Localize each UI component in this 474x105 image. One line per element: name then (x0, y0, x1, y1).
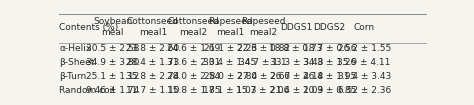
Text: 15.8 ± 1.85: 15.8 ± 1.85 (166, 86, 220, 95)
Text: β-Turn: β-Turn (59, 72, 86, 81)
Text: 28.0 ± 2.84: 28.0 ± 2.84 (203, 72, 256, 81)
Text: 31.4 ± 3.43: 31.4 ± 3.43 (337, 72, 391, 81)
Text: β-Sheet: β-Sheet (59, 58, 95, 67)
Text: α-Helix: α-Helix (59, 45, 91, 53)
Text: Contents (%): Contents (%) (59, 23, 118, 32)
Text: 34.9 ± 3.80: 34.9 ± 3.80 (86, 58, 139, 67)
Text: 9.46 ± 1.74: 9.46 ± 1.74 (86, 86, 139, 95)
Text: 18.7 ± 0.56: 18.7 ± 0.56 (302, 45, 356, 53)
Text: 33.3 ± 3.48: 33.3 ± 3.48 (270, 58, 323, 67)
Text: DDGS1: DDGS1 (280, 23, 312, 32)
Text: 30.5 ± 2.58: 30.5 ± 2.58 (86, 45, 139, 53)
Text: 23.8 ± 2.60: 23.8 ± 2.60 (126, 45, 180, 53)
Text: 21.1 ± 2.23: 21.1 ± 2.23 (203, 45, 256, 53)
Text: 28.4 ± 1.73: 28.4 ± 1.73 (126, 58, 180, 67)
Text: 18.8 ± 0.73: 18.8 ± 0.73 (269, 45, 323, 53)
Text: Cottonseed
meal1: Cottonseed meal1 (127, 17, 179, 37)
Text: 28.0 ± 2.54: 28.0 ± 2.54 (167, 72, 220, 81)
Text: 35.9 ± 4.11: 35.9 ± 4.11 (337, 58, 391, 67)
Text: 6.52 ± 2.36: 6.52 ± 2.36 (337, 86, 391, 95)
Text: 25.1 ± 1.12: 25.1 ± 1.12 (86, 72, 139, 81)
Text: 15.7 ± 2.06: 15.7 ± 2.06 (237, 86, 290, 95)
Text: 24.6 ± 1.69: 24.6 ± 1.69 (167, 45, 220, 53)
Text: 34.7 ± 1.1: 34.7 ± 1.1 (239, 58, 287, 67)
Text: 31.6 ± 2.01: 31.6 ± 2.01 (167, 58, 220, 67)
Text: 34.3 ± 1.26: 34.3 ± 1.26 (302, 58, 356, 67)
Text: Rapeseed
meal1: Rapeseed meal1 (208, 17, 252, 37)
Text: 26.6 ± 4.18: 26.6 ± 4.18 (270, 72, 323, 81)
Text: 27.0 ± 2.67: 27.0 ± 2.67 (237, 72, 290, 81)
Text: 26.4 ± 1.95: 26.4 ± 1.95 (302, 72, 356, 81)
Text: 22.6 ± 0.82: 22.6 ± 0.82 (237, 45, 290, 53)
Text: 20.3 ± 0.85: 20.3 ± 0.85 (302, 86, 356, 95)
Text: Rapeseed
meal2: Rapeseed meal2 (241, 17, 285, 37)
Text: 33.4 ± 1.45: 33.4 ± 1.45 (203, 58, 257, 67)
Text: 17.1 ± 1.03: 17.1 ± 1.03 (203, 86, 257, 95)
Text: Corn: Corn (354, 23, 375, 32)
Text: Soybean
meal: Soybean meal (93, 17, 132, 37)
Text: 11.7 ± 1.10: 11.7 ± 1.10 (126, 86, 180, 95)
Text: Cottonseed
meal2: Cottonseed meal2 (167, 17, 219, 37)
Text: 35.8 ± 2.74: 35.8 ± 2.74 (126, 72, 180, 81)
Text: 26.2 ± 1.55: 26.2 ± 1.55 (337, 45, 391, 53)
Text: 21.4 ± 1.09: 21.4 ± 1.09 (270, 86, 323, 95)
Text: DDGS2: DDGS2 (313, 23, 346, 32)
Text: Random coil: Random coil (59, 86, 115, 95)
